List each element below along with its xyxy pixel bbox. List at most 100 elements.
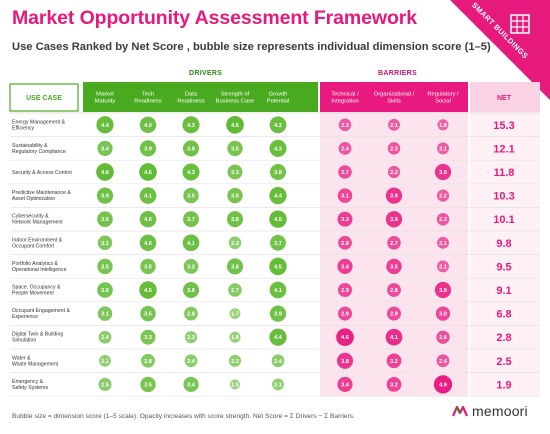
driver-bubble [227, 187, 243, 204]
driver-bubble [97, 211, 113, 228]
driver-bubble [269, 257, 287, 276]
driver-value-label: 2.4 [101, 335, 110, 341]
driver-value-label: 3.3 [231, 170, 239, 176]
driver-value-label: 3.8 [274, 170, 282, 176]
driver-bubble [269, 116, 287, 134]
driver-bubble [269, 328, 287, 346]
use-case-header-box [9, 83, 79, 112]
barrier-bubble [338, 118, 352, 132]
driver-bubble [183, 211, 199, 228]
driver-value-label: 3.4 [101, 146, 110, 152]
driver-bubble [97, 140, 113, 156]
driver-value-label: 3.5 [231, 146, 239, 152]
driver-bubble [139, 210, 157, 228]
driver-bubble [270, 234, 286, 251]
driver-bubble [226, 115, 244, 134]
barrier-value-label: 2.3 [439, 217, 447, 223]
driver-bubble [269, 163, 287, 181]
barrier-value-label: 3.0 [439, 312, 447, 318]
barrier-value-label: 3.2 [390, 359, 398, 365]
use-case-label: Digital Twin & Building Simulation [12, 332, 63, 344]
driver-value-label: 4.4 [274, 335, 283, 341]
net-score-value: 11.8 [494, 167, 515, 179]
driver-bubble [182, 281, 200, 299]
barrier-bubble [385, 187, 403, 204]
driver-value-label: 3.8 [231, 217, 239, 223]
barrier-value-label: 3.5 [390, 264, 398, 270]
driver-value-label: 4.3 [274, 146, 282, 152]
driver-bubble [184, 306, 198, 321]
barrier-value-label: 2.9 [390, 312, 398, 318]
driver-bubble [140, 305, 156, 322]
barrier-value-label: 2.9 [341, 312, 349, 318]
driver-bubble [229, 379, 241, 390]
net-score-value: 2.5 [496, 356, 511, 368]
footnote: Bubble size = dimension score (1–5 scale… [12, 413, 355, 420]
net-score-value: 15.3 [493, 120, 514, 132]
barrier-value-label: 2.2 [390, 170, 398, 176]
driver-header-label: Market Maturity [95, 92, 116, 105]
use-case-label: Energy Management & Efficiency [12, 119, 66, 131]
driver-value-label: 2.5 [101, 382, 109, 388]
driver-value-label: 3.5 [231, 194, 239, 200]
driver-value-label: 3.6 [101, 217, 109, 223]
driver-value-label: 4.1 [144, 194, 152, 200]
barrier-bubble [386, 306, 402, 321]
driver-header-label: Data Readiness [177, 92, 204, 105]
barrier-bubble [385, 211, 403, 228]
driver-value-label: 3.2 [187, 264, 195, 270]
driver-bubble [96, 163, 114, 181]
use-case-label: Water & Waste Management [12, 355, 59, 367]
driver-value-label: 3.4 [187, 382, 196, 388]
driver-value-label: 3.3 [144, 335, 152, 341]
barrier-bubble [436, 212, 450, 226]
barrier-bubble [437, 260, 449, 273]
driver-bubble [97, 235, 113, 251]
driver-value-label: 3.9 [101, 194, 109, 200]
driver-value-label: 2.4 [274, 359, 283, 365]
barrier-bubble [437, 236, 449, 249]
barrier-value-label: 2.4 [341, 146, 350, 152]
driver-value-label: 2.4 [187, 359, 196, 365]
use-case-label: Indoor Environment & Occupant Comfort [12, 237, 63, 249]
barrier-header-label: Organizational / Skills [374, 92, 415, 105]
driver-bubble [139, 234, 157, 252]
barrier-value-label: 4.1 [390, 335, 398, 341]
memoori-logo-text: memoori [472, 403, 528, 419]
barrier-bubble [336, 352, 354, 369]
driver-value-label: 2.2 [187, 335, 195, 341]
barrier-value-label: 2.1 [439, 241, 447, 247]
driver-bubble [97, 258, 113, 275]
driver-bubble [226, 258, 244, 275]
barrier-value-label: 2.7 [341, 170, 349, 176]
driver-bubble [271, 354, 285, 368]
barrier-value-label: 2.8 [390, 288, 398, 294]
driver-value-label: 3.8 [187, 288, 195, 294]
driver-bubble [269, 139, 287, 157]
driver-value-label: 4.3 [187, 123, 195, 129]
barrier-bubble [387, 283, 401, 297]
barrier-value-label: 3.9 [390, 217, 398, 223]
barrier-bubble [386, 258, 402, 275]
driver-bubble [228, 283, 242, 297]
driver-value-label: 1.7 [231, 312, 239, 318]
barrier-bubble [433, 375, 453, 394]
driver-bubble [183, 376, 199, 392]
driver-value-label: 4.4 [274, 194, 283, 200]
barrier-bubble [336, 328, 354, 347]
driver-bubble [182, 234, 200, 252]
net-score-value: 9.5 [496, 261, 511, 273]
use-case-label: Portfolio Analytics & Operational Intelli… [12, 261, 67, 273]
driver-bubble [99, 354, 111, 367]
barrier-bubble [337, 306, 353, 321]
barrier-bubble [338, 165, 352, 179]
driver-value-label: 3.5 [144, 312, 152, 318]
barrier-bubble [387, 236, 401, 250]
barrier-header-label: Regulatory / Social [427, 92, 459, 105]
memoori-logo: memoori [452, 403, 528, 419]
driver-value-label: 1.8 [231, 335, 239, 341]
driver-value-label: 4.5 [274, 217, 282, 223]
driver-bubble [140, 329, 156, 345]
driver-bubble [97, 282, 113, 298]
barrier-bubble [386, 353, 402, 369]
